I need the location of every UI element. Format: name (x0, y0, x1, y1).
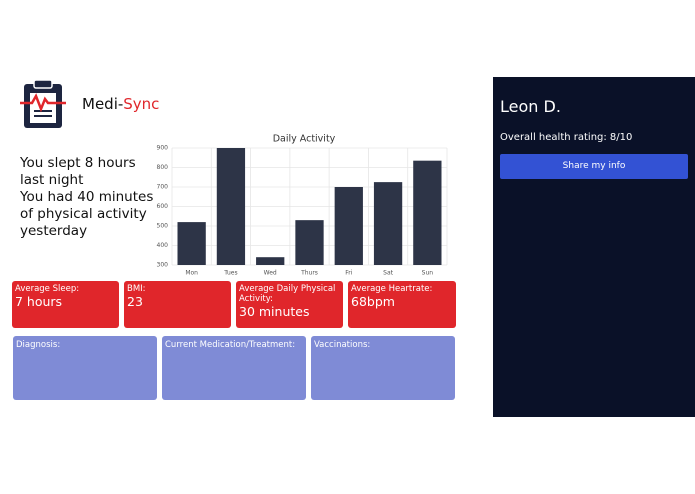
record-card: Vaccinations: (311, 336, 455, 400)
health-rating: Overall health rating: 8/10 (500, 132, 633, 143)
brand-name: Medi- (82, 95, 124, 113)
x-tick-label: Wed (264, 270, 277, 277)
y-tick-label: 400 (157, 242, 169, 249)
x-tick-label: Sat (383, 270, 393, 277)
stat-value: 23 (127, 294, 143, 309)
y-tick-label: 300 (157, 262, 169, 269)
stat-value: 68bpm (351, 294, 395, 309)
chart-title: Daily Activity (273, 134, 336, 145)
sidebar: Leon D. Overall health rating: 8/10 Shar… (493, 77, 695, 417)
message: You had 40 minutes of physical activity … (20, 189, 154, 239)
y-tick-label: 900 (157, 145, 169, 152)
bar (256, 257, 285, 265)
brand: Medi-Sync (82, 95, 159, 113)
stat-label: Average Sleep: (15, 284, 80, 294)
stat-value: 30 minutes (239, 304, 310, 319)
x-tick-label: Mon (185, 270, 198, 277)
logo (20, 79, 66, 128)
y-tick-label: 600 (157, 203, 169, 210)
stat-label: Average Daily Physical Activity: (239, 284, 336, 304)
y-tick-label: 500 (157, 223, 169, 230)
bar (177, 222, 206, 265)
record-card: Current Medication/Treatment: (162, 336, 306, 400)
stat-card: Average Daily Physical Activity: 30 minut… (236, 281, 343, 328)
x-tick-label: Sun (422, 270, 434, 277)
chart: Daily Activity 300 400 500 600 700 800 900 Mon T… (157, 134, 448, 277)
user-name: Leon D. (500, 97, 561, 116)
stat-value: 7 hours (15, 294, 63, 309)
bar (295, 220, 324, 265)
x-tick-label: Fri (345, 270, 352, 277)
stat-card: Average Heartrate: 68bpm (348, 281, 456, 328)
x-tick-label: Tues (223, 270, 237, 277)
record-card: Diagnosis: (13, 336, 157, 400)
share-button[interactable]: Share my info (500, 154, 688, 179)
brand-accent: Sync (123, 95, 160, 113)
x-tick-label: Thurs (300, 270, 318, 277)
stat-card: BMI: 23 (124, 281, 231, 328)
message: You slept 8 hours last night (20, 155, 136, 188)
y-tick-label: 700 (157, 184, 169, 191)
stat-label: BMI: (127, 284, 146, 294)
stat-card: Average Sleep: 7 hours (12, 281, 119, 328)
bar (373, 182, 403, 265)
bar (334, 187, 363, 265)
bar (413, 160, 442, 265)
bar (216, 148, 246, 265)
stat-label: Average Heartrate: (351, 284, 433, 294)
y-tick-label: 800 (157, 164, 169, 171)
